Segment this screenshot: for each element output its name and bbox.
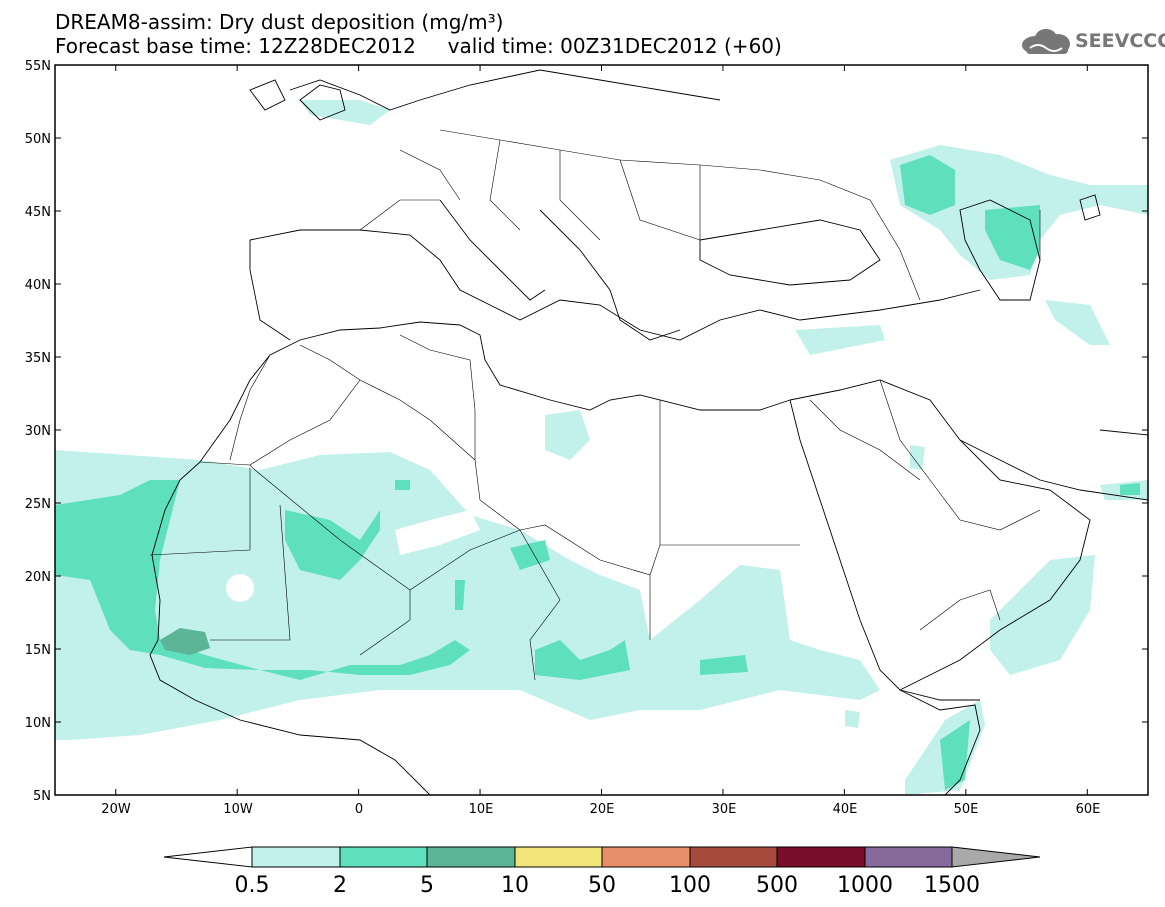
colorbar-left-arrow bbox=[163, 846, 253, 868]
lon-label: 50E bbox=[954, 802, 979, 817]
colorbar-segment bbox=[514, 846, 603, 868]
colorbar-segment bbox=[776, 846, 866, 868]
latitude-axis: 55N 50N 45N 40N 35N 30N 25N 20N 15N 10N … bbox=[25, 59, 51, 804]
lat-label: 30N bbox=[25, 424, 51, 439]
colorbar-label: 5 bbox=[420, 873, 434, 898]
lon-label: 10E bbox=[469, 802, 494, 817]
colorbar-label: 1000 bbox=[837, 873, 893, 898]
lat-label: 45N bbox=[25, 205, 51, 220]
forecast-base-time: Forecast base time: 12Z28DEC2012 bbox=[55, 34, 416, 58]
deposition-level-2 bbox=[55, 155, 1140, 790]
lon-label: 30E bbox=[712, 802, 737, 817]
lat-label: 35N bbox=[25, 351, 51, 366]
colorbar-segment bbox=[251, 846, 341, 868]
lat-label: 40N bbox=[25, 278, 51, 293]
colorbar-label: 0.5 bbox=[235, 873, 270, 898]
lon-label: 60E bbox=[1076, 802, 1101, 817]
colorbar-segment bbox=[426, 846, 516, 868]
map-subtitle: Forecast base time: 12Z28DEC2012 valid t… bbox=[55, 34, 782, 58]
colorbar-right-arrow bbox=[951, 846, 1041, 868]
deposition-fields bbox=[55, 100, 1148, 795]
colorbar-label: 10 bbox=[501, 873, 529, 898]
colorbar-segment bbox=[601, 846, 691, 868]
colorbar-label: 100 bbox=[669, 873, 711, 898]
country-borders bbox=[149, 129, 1041, 681]
map-title: DREAM8-assim: Dry dust deposition (mg/m³… bbox=[55, 10, 504, 34]
axis-ticks bbox=[55, 64, 1148, 796]
lon-label: 20E bbox=[590, 802, 615, 817]
colorbar-segment bbox=[864, 846, 953, 868]
colorbar-label: 1500 bbox=[924, 873, 980, 898]
deposition-level-0-5 bbox=[55, 100, 1148, 795]
deposition-gaps bbox=[226, 510, 480, 602]
lon-label: 10W bbox=[223, 802, 253, 817]
colorbar-labels: 0.5 2 5 10 50 100 500 1000 1500 bbox=[235, 873, 981, 898]
lat-label: 20N bbox=[25, 570, 51, 585]
lon-label: 20W bbox=[101, 802, 131, 817]
seevccc-logo: SEEVCCC bbox=[1075, 30, 1165, 52]
lat-label: 50N bbox=[25, 132, 51, 147]
lat-label: 5N bbox=[33, 789, 51, 804]
cloud-icon bbox=[1022, 29, 1070, 54]
colorbar-label: 2 bbox=[333, 873, 347, 898]
deposition-level-5 bbox=[160, 628, 210, 655]
longitude-axis: 20W 10W 0 10E 20E 30E 40E 50E 60E bbox=[101, 802, 1100, 817]
lat-label: 55N bbox=[25, 59, 51, 74]
colorbar-label: 500 bbox=[756, 873, 798, 898]
colorbar-segment bbox=[689, 846, 778, 868]
lat-label: 15N bbox=[25, 643, 51, 658]
colorbar-segment bbox=[339, 846, 428, 868]
valid-time: valid time: 00Z31DEC2012 (+60) bbox=[447, 34, 782, 58]
lon-label: 0 bbox=[355, 802, 363, 817]
colorbar bbox=[163, 846, 1041, 868]
colorbar-label: 50 bbox=[588, 873, 616, 898]
lat-label: 25N bbox=[25, 497, 51, 512]
lon-label: 40E bbox=[833, 802, 858, 817]
lat-label: 10N bbox=[25, 716, 51, 731]
